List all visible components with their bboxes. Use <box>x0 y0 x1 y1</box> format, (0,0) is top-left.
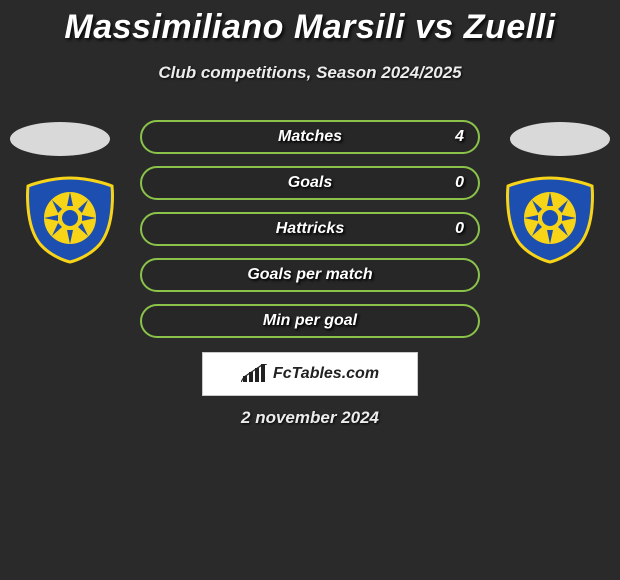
stat-value-right: 0 <box>455 174 464 192</box>
stat-value-right: 0 <box>455 220 464 238</box>
brand-text: FcTables.com <box>273 365 379 383</box>
stat-label: Hattricks <box>276 220 344 238</box>
player-right-photo-placeholder <box>510 122 610 156</box>
stat-label: Goals per match <box>247 266 372 284</box>
stats-list: Matches 4 Goals 0 Hattricks 0 Goals per … <box>140 120 480 350</box>
stat-row: Goals per match <box>140 258 480 292</box>
club-badge-right <box>500 176 600 264</box>
stat-value-right: 4 <box>455 128 464 146</box>
bar-chart-icon <box>241 364 267 384</box>
player-left-photo-placeholder <box>10 122 110 156</box>
stat-row: Min per goal <box>140 304 480 338</box>
page-subtitle: Club competitions, Season 2024/2025 <box>0 63 620 83</box>
stat-label: Goals <box>288 174 332 192</box>
brand-attribution[interactable]: FcTables.com <box>202 352 418 396</box>
club-badge-left <box>20 176 120 264</box>
shield-icon <box>500 176 600 264</box>
stat-row: Hattricks 0 <box>140 212 480 246</box>
stat-row: Matches 4 <box>140 120 480 154</box>
stat-label: Min per goal <box>263 312 357 330</box>
stat-row: Goals 0 <box>140 166 480 200</box>
comparison-card: Massimiliano Marsili vs Zuelli Club comp… <box>0 0 620 580</box>
stat-label: Matches <box>278 128 342 146</box>
snapshot-date: 2 november 2024 <box>0 408 620 428</box>
shield-icon <box>20 176 120 264</box>
page-title: Massimiliano Marsili vs Zuelli <box>0 0 620 47</box>
